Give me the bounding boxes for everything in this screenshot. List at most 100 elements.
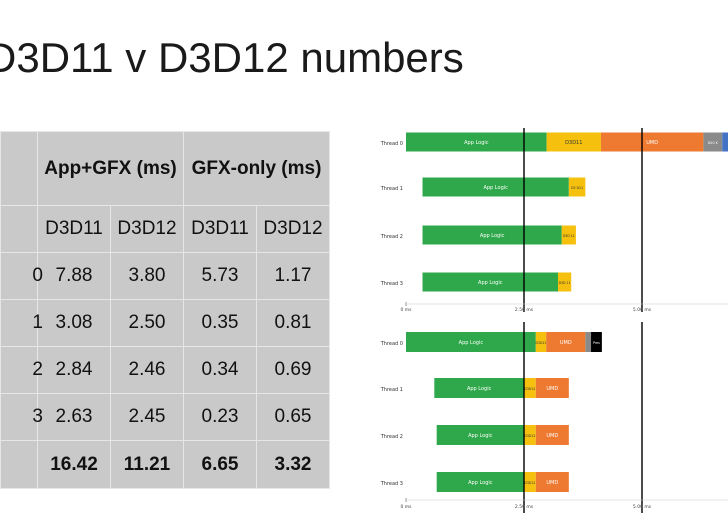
segment-label: D3 D11 [571, 186, 583, 190]
thread-label: Thread 3 [380, 481, 403, 487]
timeline-segment [535, 472, 569, 492]
timeline-segment [561, 225, 576, 245]
timeline-segment [524, 425, 536, 445]
table-cell: 2.46 [110, 346, 184, 394]
row-label: 1 [0, 299, 43, 347]
segment-label: D3D12 [524, 434, 535, 438]
timeline-segment [585, 332, 592, 352]
timeline-chart-d3d11: Thread 0 App Logic D3D11 UMD DXG K Thread 1 Ap… [380, 128, 728, 313]
segment-label: App Logic [483, 185, 508, 191]
table-row: 1 3.08 2.50 0.35 0.81 [0, 299, 330, 347]
segment-label: App Logic [467, 386, 492, 392]
table-cell: 0.65 [256, 393, 330, 441]
thread-label: Thread 2 [380, 234, 403, 240]
timeline-segment [524, 378, 536, 398]
table-cell: 0.81 [256, 299, 330, 347]
segment-label: App Logic [480, 233, 505, 239]
table-group-header-row: App+GFX (ms) GFX-only (ms) [0, 131, 330, 206]
segment-label: App Logic [459, 340, 484, 346]
timeline-segment [535, 332, 547, 352]
thread-label: Thread 3 [380, 281, 403, 287]
total-cell: 11.21 [110, 440, 184, 489]
page-title: D3D11 v D3D12 numbers [0, 34, 464, 81]
table-cell: 5.73 [183, 252, 257, 300]
total-cell: 16.42 [37, 440, 111, 489]
segment-label: D3D 11 [563, 234, 575, 238]
row-label: 0 [0, 252, 43, 300]
table-cell: 0.23 [183, 393, 257, 441]
corner-cell [0, 131, 38, 206]
tick-label: 5.00 ms [633, 504, 652, 510]
segment-label: App Logic [478, 280, 503, 286]
segment-label: D3D11 [565, 140, 582, 146]
thread-label: Thread 1 [380, 387, 403, 393]
table-cell: 1.17 [256, 252, 330, 300]
table-cell: 2.84 [37, 346, 111, 394]
segment-label: UMD [546, 480, 558, 486]
table-sub-header-row: D3D11 D3D12 D3D11 D3D12 [0, 205, 330, 253]
timeline-segment [436, 425, 524, 445]
table-cell: 0.34 [183, 346, 257, 394]
timeline-segment [557, 272, 572, 292]
timeline-segment [600, 132, 704, 152]
sub-header: D3D11 [37, 205, 111, 253]
timeline-segment [436, 472, 524, 492]
group-header-gfx-only: GFX-only (ms) [183, 131, 330, 206]
thread-label: Thread 0 [380, 141, 403, 147]
timeline-segment [422, 225, 562, 245]
segment-label: UMD [646, 140, 658, 146]
segment-label: D3D 11 [559, 281, 571, 285]
row-label-cell [0, 205, 38, 253]
segment-label: D3D12 [524, 387, 535, 391]
sub-header: D3D11 [183, 205, 257, 253]
results-table: App+GFX (ms) GFX-only (ms) D3D11 D3D12 D… [0, 131, 330, 489]
segment-label: UMD [560, 340, 572, 346]
timeline-segment [546, 132, 601, 152]
thread-label: Thread 1 [380, 186, 403, 192]
timeline-segment [406, 332, 536, 352]
timeline-segment [535, 425, 569, 445]
segment-label: App Logic [464, 140, 489, 146]
table-cell: 3.08 [37, 299, 111, 347]
tick-label: 0 ms [400, 307, 412, 313]
segment-label: Pres [593, 341, 600, 345]
tick-label: 2.50 ms [515, 504, 534, 510]
tick-label: 2.50 ms [515, 307, 534, 313]
tick-label: 0 ms [400, 504, 412, 510]
table-cell: 2.50 [110, 299, 184, 347]
row-label: 2 [0, 346, 43, 394]
thread-label: Thread 2 [380, 434, 403, 440]
table-cell: 3.80 [110, 252, 184, 300]
segment-label: DXG K [708, 141, 719, 145]
timeline-segment [422, 177, 569, 197]
tick-label: 5.00 ms [633, 307, 652, 313]
total-cell: 3.32 [256, 440, 330, 489]
timeline-segment [591, 332, 602, 352]
table-cell: 2.63 [37, 393, 111, 441]
table-total-row: 16.42 11.21 6.65 3.32 [0, 440, 330, 489]
timeline-chart-d3d12: Thread 0 App Logic D3D12 UMD Pres Thread 1 App… [380, 322, 728, 513]
timeline-segment [406, 132, 547, 152]
timeline-segment [703, 132, 723, 152]
segment-label: D3D12 [535, 341, 546, 345]
sub-header: D3D12 [256, 205, 330, 253]
thread-label: Thread 0 [380, 341, 403, 347]
table-cell: 0.69 [256, 346, 330, 394]
segment-label: D3D12 [524, 481, 535, 485]
timeline-segment [722, 132, 728, 152]
timeline-segment [568, 177, 586, 197]
timeline-segment [434, 378, 524, 398]
table-row: 0 7.88 3.80 5.73 1.17 [0, 252, 330, 300]
segment-label: App Logic [468, 480, 493, 486]
timeline-segment [535, 378, 569, 398]
sub-header: D3D12 [110, 205, 184, 253]
segment-label: App Logic [468, 433, 493, 439]
table-cell: 7.88 [37, 252, 111, 300]
table-row: 2 2.84 2.46 0.34 0.69 [0, 346, 330, 394]
table-row: 3 2.63 2.45 0.23 0.65 [0, 393, 330, 441]
segment-label: UMD [546, 433, 558, 439]
timeline-segment [546, 332, 586, 352]
group-header-app-gfx: App+GFX (ms) [37, 131, 184, 206]
table-cell: 0.35 [183, 299, 257, 347]
row-label: 3 [0, 393, 43, 441]
